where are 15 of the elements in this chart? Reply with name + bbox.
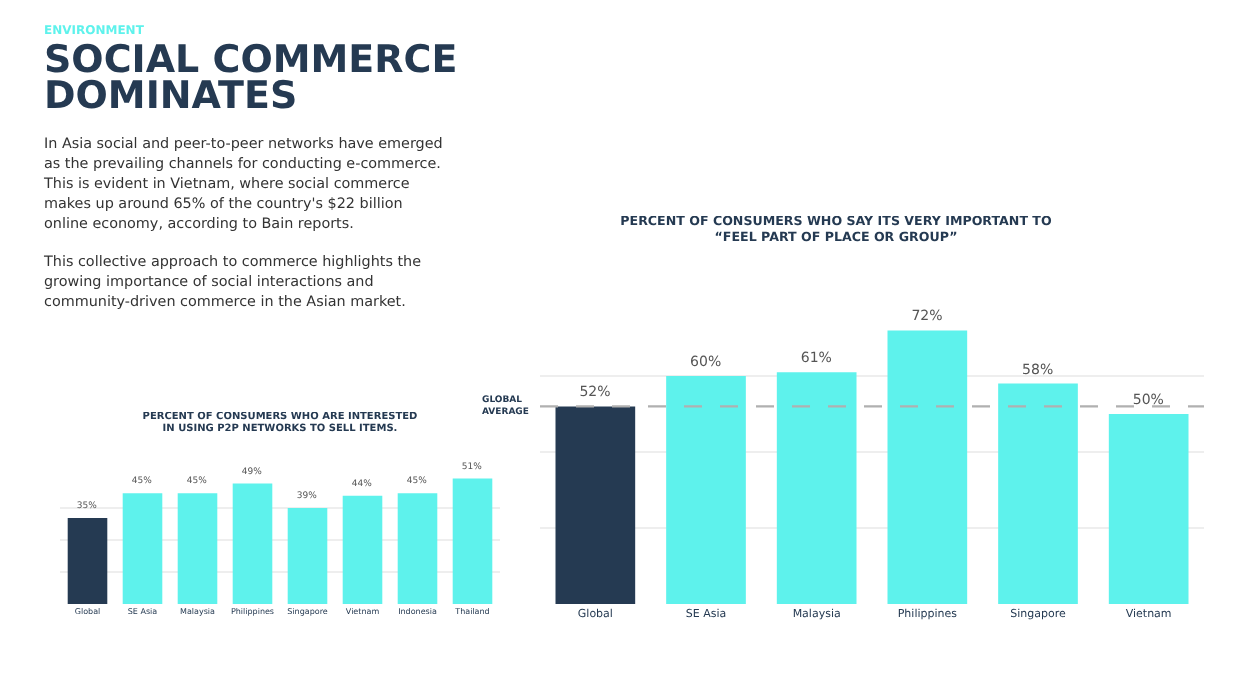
bar bbox=[452, 478, 493, 604]
bar bbox=[342, 495, 383, 604]
text: SOCIAL COMMERCE DOMINATES bbox=[44, 38, 458, 118]
bar bbox=[776, 372, 857, 604]
bar bbox=[998, 383, 1078, 604]
bar bbox=[555, 406, 636, 604]
bar bbox=[287, 508, 328, 604]
bar bbox=[1108, 414, 1189, 604]
bar bbox=[177, 493, 218, 604]
bar bbox=[232, 483, 273, 604]
bar bbox=[666, 376, 746, 604]
bar bbox=[122, 493, 163, 604]
bar bbox=[67, 517, 108, 604]
bar bbox=[887, 330, 968, 604]
bar bbox=[397, 493, 438, 604]
